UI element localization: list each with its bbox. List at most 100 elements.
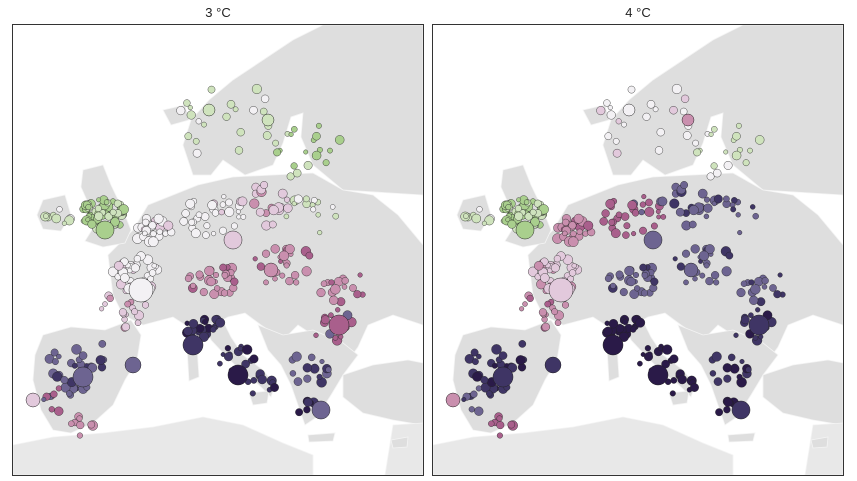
city-marker [325, 366, 332, 373]
city-marker [603, 99, 611, 107]
land-north-africa [433, 416, 734, 475]
city-marker [654, 146, 664, 155]
city-markers [445, 84, 786, 439]
city-marker [106, 294, 114, 303]
europe-map-4c [433, 25, 843, 475]
city-marker [261, 94, 270, 103]
city-marker [273, 148, 281, 157]
city-marker [240, 214, 247, 220]
city-marker [713, 168, 722, 178]
city-marker [740, 315, 750, 325]
city-marker [480, 376, 489, 384]
city-marker [153, 213, 164, 224]
city-marker [315, 122, 322, 129]
city-marker [87, 219, 97, 229]
city-marker [505, 204, 512, 211]
city-marker [583, 220, 594, 231]
city-marker [752, 334, 759, 341]
city-marker [749, 295, 759, 305]
city-marker [570, 230, 577, 238]
city-marker [268, 220, 277, 229]
city-marker [260, 181, 269, 189]
city-marker [683, 279, 689, 286]
city-marker [699, 272, 706, 279]
city-marker [562, 230, 568, 237]
city-marker [680, 181, 689, 189]
city-marker [692, 139, 699, 147]
city-marker [95, 355, 106, 365]
city-marker [242, 344, 253, 355]
city-marker [657, 196, 668, 207]
city-marker [470, 390, 478, 398]
city-marker [637, 360, 643, 367]
city-marker [631, 209, 640, 217]
city-marker [249, 198, 260, 209]
city-marker [250, 377, 258, 384]
city-marker [163, 220, 174, 231]
city-marker [486, 390, 493, 397]
land-crete [727, 432, 756, 443]
city-marker [134, 319, 142, 326]
city-marker [190, 282, 197, 289]
city-marker [690, 383, 699, 392]
city-marker [623, 222, 631, 230]
city-marker [620, 212, 630, 221]
city-marker [681, 249, 690, 258]
city-marker [622, 318, 629, 326]
city-marker [85, 204, 92, 211]
city-marker [747, 147, 753, 154]
city-marker [252, 256, 258, 262]
city-marker [703, 203, 713, 213]
city-marker [644, 345, 652, 352]
city-marker [289, 370, 297, 377]
city-marker [514, 204, 522, 212]
city-marker [121, 322, 131, 332]
city-marker [148, 236, 159, 247]
city-marker [642, 112, 651, 121]
city-marker [286, 172, 295, 181]
city-marker [728, 353, 736, 362]
city-marker [704, 196, 711, 203]
city-marker [322, 159, 330, 167]
city-marker [669, 105, 678, 115]
city-marker [713, 279, 720, 286]
city-marker [41, 397, 47, 403]
city-marker-large [515, 220, 535, 240]
city-marker [113, 199, 122, 208]
city-marker [225, 198, 233, 207]
city-marker [475, 385, 482, 392]
city-marker [523, 199, 530, 205]
city-marker [330, 204, 336, 210]
city-marker [288, 131, 294, 137]
city-marker [303, 160, 313, 170]
city-marker [206, 277, 216, 287]
city-marker-large [124, 356, 142, 374]
city-marker [736, 373, 743, 380]
city-marker [533, 199, 542, 208]
city-marker [114, 261, 124, 271]
city-marker [295, 408, 303, 417]
city-marker [571, 263, 577, 269]
city-marker [259, 107, 268, 116]
city-marker [739, 359, 745, 365]
city-marker-large [731, 400, 751, 420]
map-panel-4c [432, 24, 844, 476]
city-marker [561, 301, 569, 309]
city-marker [733, 332, 739, 338]
city-marker [688, 220, 697, 229]
city-marker [94, 204, 102, 212]
city-marker [256, 262, 266, 271]
city-marker [120, 273, 130, 283]
city-marker [316, 373, 323, 380]
city-marker [641, 194, 647, 200]
city-marker [527, 266, 538, 277]
city-marker [553, 255, 562, 263]
city-marker [270, 383, 279, 392]
city-marker [709, 370, 717, 377]
city-marker [85, 217, 91, 223]
city-marker [568, 236, 579, 247]
city-marker [607, 105, 613, 111]
city-marker [711, 271, 720, 280]
city-marker [319, 359, 325, 365]
city-marker [61, 220, 67, 226]
